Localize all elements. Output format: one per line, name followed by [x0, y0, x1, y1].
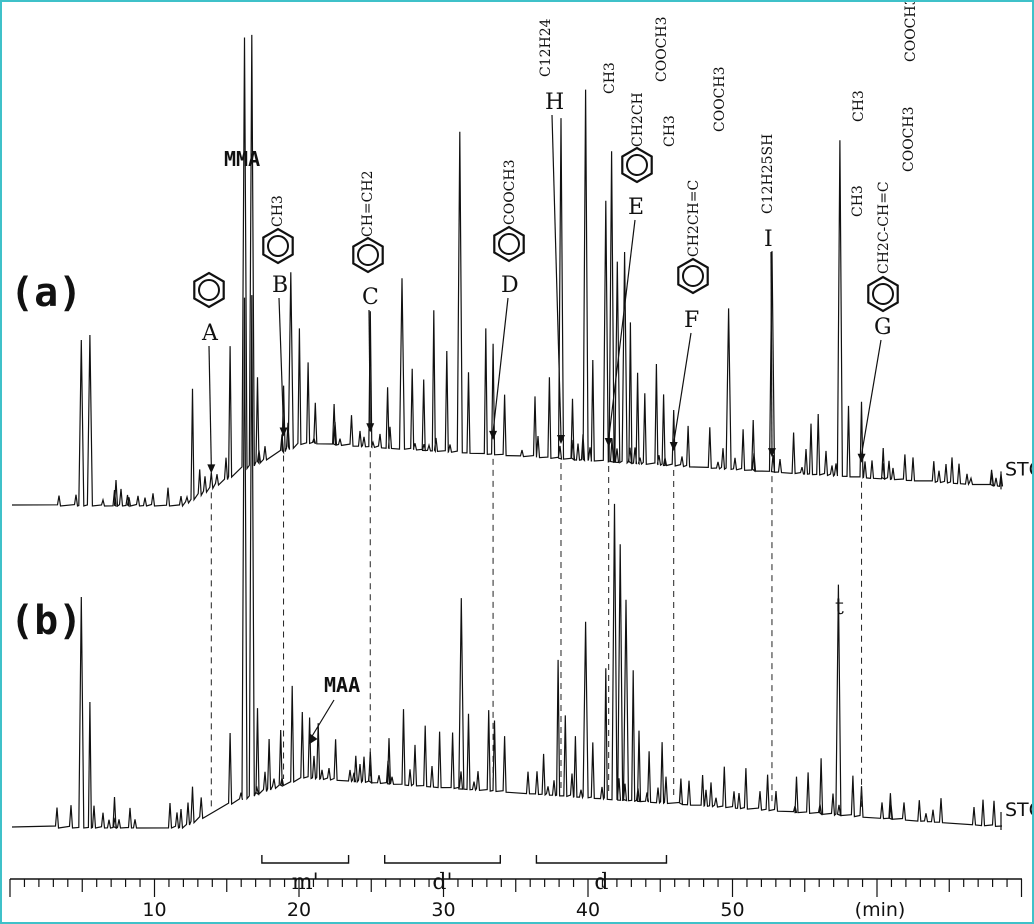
formula-G-5: COOCH3 [903, 2, 919, 62]
formula-E-1: CH3 [602, 62, 618, 94]
peak-label-A: A [201, 321, 219, 346]
peak-label-B: B [272, 273, 288, 298]
benzene-ring-icon-C-inner [357, 244, 379, 266]
peak-label-D: D [501, 273, 519, 298]
peak-arrow-G [860, 339, 882, 455]
peak-label-F: F [684, 308, 699, 333]
formula-C: CH=CH2 [360, 171, 376, 237]
peak-label-G: G [874, 315, 892, 340]
peak-arrowhead-G [857, 453, 866, 463]
peak-arrow-MAA [311, 699, 335, 738]
region-bracket-2 [535, 855, 668, 864]
peak-arrow-D [492, 297, 509, 432]
benzene-ring-icon-G [867, 275, 899, 313]
benzene-ring-icon-B [262, 227, 294, 265]
trace-b [11, 295, 1003, 830]
benzene-ring-icon-D-inner [498, 233, 520, 255]
benzene-ring-icon-G-inner [872, 283, 894, 305]
panel-label-a: (a) [10, 270, 82, 316]
benzene-ring-icon-A-inner [198, 279, 220, 301]
peak-label-H: H [545, 90, 564, 115]
peak-arrow-B [278, 297, 285, 429]
formula-B: CH3 [270, 195, 286, 227]
region-bracket-1 [384, 855, 501, 864]
peak-arrow-A [208, 345, 212, 466]
formula-G-2: CH3 [851, 90, 867, 122]
formula-E-3: COOCH3 [654, 17, 670, 83]
benzene-ring-icon-F [677, 257, 709, 295]
peak-label-MAA: MAA [324, 673, 360, 697]
region-bracket-0 [261, 855, 350, 864]
peak-arrowhead-B [279, 427, 288, 437]
panel-label-b: (b) [10, 598, 82, 644]
peak-arrowhead-F [669, 442, 678, 452]
formula-F-3: COOCH3 [712, 67, 728, 133]
peak-arrowhead-A [207, 464, 216, 474]
x-axis-unit: (min) [855, 899, 906, 921]
peak-label-t: t [835, 595, 844, 620]
stop-marker-a: STOP [1005, 458, 1032, 480]
peak-arrow-I [770, 251, 773, 450]
benzene-ring-icon-B-inner [267, 235, 289, 257]
x-tick-label-10: 10 [142, 899, 166, 921]
formula-G-4: COOCH3 [901, 107, 917, 173]
benzene-ring-icon-E-inner [626, 154, 648, 176]
x-tick-label-50: 50 [720, 899, 744, 921]
peak-arrowhead-D [489, 430, 498, 440]
benzene-ring-icon-A [193, 271, 225, 309]
peak-label-MMA: MMA [224, 147, 260, 171]
region-label-1: d' [432, 870, 452, 895]
region-label-0: m' [292, 870, 319, 895]
peak-arrowhead-H [556, 435, 565, 445]
x-tick-label-30: 30 [431, 899, 455, 921]
formula-H: C12H24 [538, 18, 554, 77]
stop-marker-b: STOP [1005, 799, 1032, 821]
benzene-ring-icon-E [621, 146, 653, 184]
benzene-ring-icon-C [352, 236, 384, 274]
peak-label-I: I [764, 227, 773, 252]
benzene-ring-icon-F-inner [682, 265, 704, 287]
x-tick-label-40: 40 [576, 899, 600, 921]
formula-F-2: CH2CH=C [686, 180, 702, 257]
peak-arrowhead-C [366, 423, 375, 433]
formula-D: COOCH3 [502, 160, 518, 226]
peak-arrow-H [551, 114, 562, 437]
peak-arrowhead-MAA [309, 734, 318, 744]
formula-I: C12H25SH [760, 134, 776, 214]
benzene-ring-icon-D [493, 225, 525, 263]
region-label-2: d [594, 870, 608, 895]
x-tick-label-20: 20 [287, 899, 311, 921]
peak-label-E: E [628, 195, 644, 220]
peak-arrow-C [368, 309, 371, 425]
peak-label-C: C [362, 285, 379, 310]
formula-E-2: CH2CH [630, 92, 646, 147]
formula-G-3: CH2C-CH=C [876, 181, 892, 274]
peak-arrowhead-E [604, 438, 613, 448]
formula-G-1: CH3 [850, 185, 866, 217]
trace-a [11, 34, 1004, 508]
peak-arrow-F [673, 332, 692, 444]
formula-F-1: CH3 [662, 115, 678, 147]
peak-arrow-E [608, 219, 636, 440]
peak-arrowhead-I [767, 448, 776, 458]
